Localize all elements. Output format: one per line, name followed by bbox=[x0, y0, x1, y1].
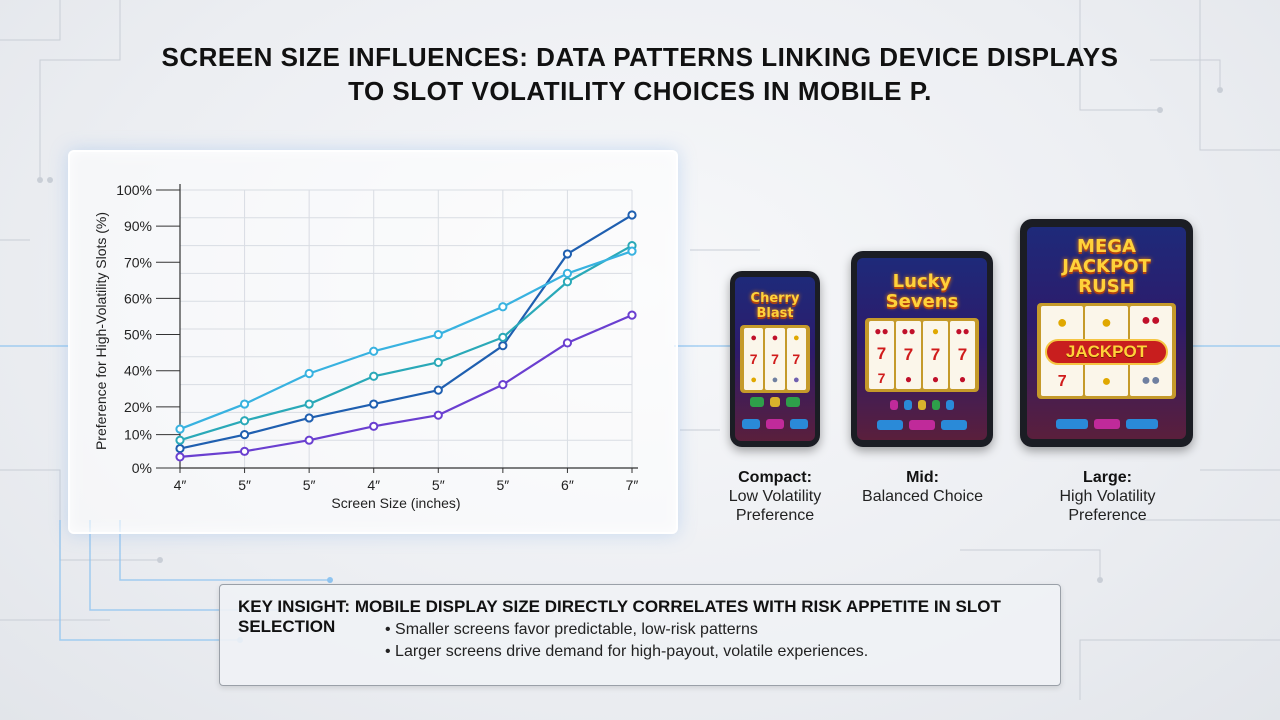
x-tick-label: 5″ bbox=[432, 477, 445, 493]
data-point bbox=[498, 341, 508, 351]
compact-caption-text: Low Volatility Preference bbox=[728, 488, 822, 524]
data-point bbox=[239, 430, 250, 440]
data-point bbox=[304, 399, 314, 409]
data-point bbox=[369, 399, 379, 409]
mid-slot-title: Lucky Sevens bbox=[885, 271, 959, 312]
data-point bbox=[433, 410, 443, 420]
mid-caption-text: Balanced Choice bbox=[862, 488, 983, 505]
data-point bbox=[369, 346, 379, 356]
y-tick-label: 100% bbox=[116, 182, 152, 198]
large-screen: MEGA JACKPOT RUSH ● 7 ● ● ●● ●● JACKPOT bbox=[1027, 227, 1186, 439]
data-point bbox=[627, 310, 637, 320]
x-tick-label: 4″ bbox=[367, 477, 380, 493]
x-tick-label: 6″ bbox=[561, 477, 574, 493]
series-line-3 bbox=[179, 314, 633, 458]
mid-caption: Mid: Balanced Choice bbox=[845, 468, 1000, 506]
data-point bbox=[627, 210, 637, 220]
data-point bbox=[304, 413, 314, 423]
compact-screen: Cherry Blast ● 7 ● ● 7 ● ● 7 ● bbox=[735, 277, 815, 441]
series-line-0 bbox=[179, 214, 633, 450]
data-point bbox=[562, 249, 573, 259]
data-point bbox=[562, 277, 573, 287]
compact-slot-title: Cherry Blast bbox=[750, 291, 800, 321]
data-point bbox=[369, 421, 379, 431]
x-tick-label: 4″ bbox=[174, 477, 187, 493]
series-line-2 bbox=[179, 250, 633, 431]
mid-reels: ●● 7 7 ●● 7 ● ● 7 ● ●● 7 ● bbox=[865, 318, 979, 392]
compact-phone: Cherry Blast ● 7 ● ● 7 ● ● 7 ● bbox=[730, 271, 820, 447]
data-point bbox=[433, 385, 443, 395]
data-point bbox=[369, 371, 379, 381]
chart-panel: 0% 10% 20% 40% 50% 60% 70% 90% 100% 4″ 5″ 5″ 4″ 5″ 5″ 6… bbox=[68, 150, 678, 534]
x-axis-label: Screen Size (inches) bbox=[331, 495, 460, 511]
large-tablet: MEGA JACKPOT RUSH ● 7 ● ● ●● ●● JACKPOT bbox=[1020, 219, 1193, 447]
mid-tablet: Lucky Sevens ●● 7 7 ●● 7 ● ● 7 ● ●● 7 ● bbox=[851, 251, 993, 447]
jackpot-banner: JACKPOT bbox=[1045, 339, 1168, 365]
mid-buttons bbox=[857, 400, 987, 410]
series-line-1 bbox=[179, 244, 633, 442]
reel: ●● 7 ● bbox=[896, 321, 921, 389]
data-point bbox=[627, 246, 637, 256]
insight-title: KEY INSIGHT: MOBILE DISPLAY SIZE DIRECTL… bbox=[238, 597, 1001, 636]
data-point bbox=[562, 268, 573, 279]
x-tick-label: 5″ bbox=[303, 477, 316, 493]
data-point bbox=[498, 380, 508, 390]
insight-bullets: Smaller screens favor predictable, low-r… bbox=[385, 619, 868, 663]
large-caption-bold: Large: bbox=[1083, 469, 1132, 486]
insight-bullet: Larger screens drive demand for high-pay… bbox=[385, 641, 868, 663]
compact-buttons-2 bbox=[735, 419, 815, 429]
reel: ● 7 ● bbox=[765, 328, 785, 390]
data-point bbox=[239, 446, 250, 456]
page-title: SCREEN SIZE INFLUENCES: DATA PATTERNS LI… bbox=[161, 42, 1119, 106]
insight-bullet: Smaller screens favor predictable, low-r… bbox=[385, 619, 868, 641]
large-buttons bbox=[1027, 419, 1186, 429]
y-tick-label: 10% bbox=[124, 427, 152, 443]
compact-reels: ● 7 ● ● 7 ● ● 7 ● bbox=[740, 325, 810, 393]
y-tick-label: 60% bbox=[124, 290, 152, 306]
data-point bbox=[239, 416, 250, 426]
x-tick-label: 5″ bbox=[496, 477, 509, 493]
mid-screen: Lucky Sevens ●● 7 7 ●● 7 ● ● 7 ● ●● 7 ● bbox=[857, 258, 987, 440]
compact-caption-bold: Compact: bbox=[738, 469, 812, 486]
data-point bbox=[498, 332, 508, 342]
data-point bbox=[433, 329, 443, 340]
x-tick-label: 7″ bbox=[626, 477, 639, 493]
y-axis-label: Preference for High-Volatility Slots (%) bbox=[93, 212, 109, 450]
data-point bbox=[175, 452, 185, 462]
large-caption: Large: High Volatility Preference bbox=[1030, 468, 1185, 525]
y-tick-label: 40% bbox=[124, 363, 152, 379]
data-point bbox=[304, 435, 314, 445]
reel: ●● 7 7 bbox=[869, 321, 894, 389]
y-tick-label: 0% bbox=[132, 460, 152, 476]
large-caption-text: High Volatility Preference bbox=[1059, 488, 1156, 524]
reel: ● 7 ● bbox=[786, 328, 806, 390]
data-point bbox=[175, 435, 185, 445]
reel: ● 7 ● bbox=[744, 328, 764, 390]
reel: ● 7 ● bbox=[923, 321, 948, 389]
y-tick-label: 20% bbox=[124, 399, 152, 415]
data-point bbox=[175, 443, 185, 454]
y-tick-label: 70% bbox=[124, 254, 152, 270]
reel: ●● 7 ● bbox=[950, 321, 975, 389]
large-slot-title: MEGA JACKPOT RUSH bbox=[1062, 236, 1151, 297]
data-point bbox=[175, 424, 185, 434]
y-tick-label: 50% bbox=[124, 327, 152, 343]
data-point bbox=[304, 368, 314, 379]
mid-buttons-2 bbox=[857, 420, 987, 430]
x-tick-label: 5″ bbox=[238, 477, 251, 493]
line-chart: 0% 10% 20% 40% 50% 60% 70% 90% 100% 4″ 5″ 5″ 4″ 5″ 5″ 6… bbox=[93, 182, 639, 511]
data-point bbox=[562, 338, 573, 348]
compact-caption: Compact: Low Volatility Preference bbox=[700, 468, 850, 525]
key-insight-box: KEY INSIGHT: MOBILE DISPLAY SIZE DIRECTL… bbox=[219, 584, 1061, 686]
data-point bbox=[433, 357, 443, 367]
mid-caption-bold: Mid: bbox=[906, 469, 939, 486]
compact-buttons bbox=[735, 397, 815, 407]
y-tick-label: 90% bbox=[124, 218, 152, 234]
data-point bbox=[498, 302, 508, 312]
data-point bbox=[239, 399, 250, 409]
